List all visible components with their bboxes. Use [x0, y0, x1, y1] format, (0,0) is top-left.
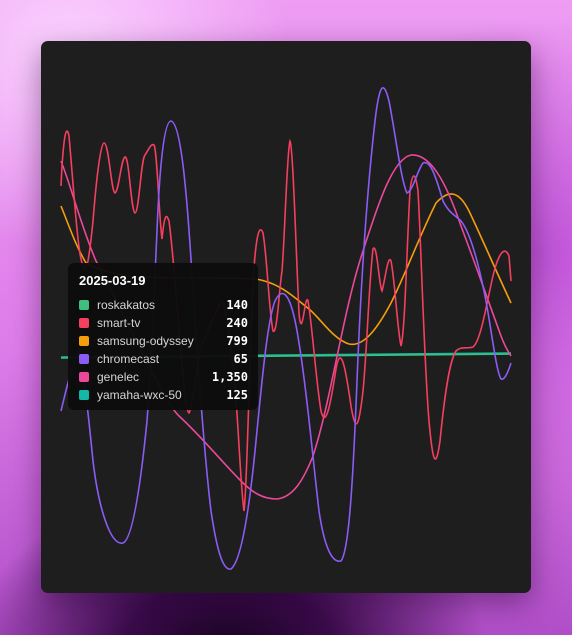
tooltip-row-yamaha-wxc-50: yamaha-wxc-50 125	[79, 386, 248, 404]
tooltip-row-roskakatos: roskakatos 140	[79, 296, 248, 314]
legend-swatch-smart-tv	[79, 318, 89, 328]
series-value: 125	[226, 388, 248, 402]
series-value: 1,350	[211, 370, 248, 384]
tooltip-row-smart-tv: smart-tv 240	[79, 314, 248, 332]
series-name: roskakatos	[97, 298, 156, 312]
series-value: 240	[226, 316, 248, 330]
series-name: genelec	[97, 370, 140, 384]
tooltip-row-genelec: genelec 1,350	[79, 368, 248, 386]
tooltip-row-samsung-odyssey: samsung-odyssey 799	[79, 332, 248, 350]
series-name: chromecast	[97, 352, 160, 366]
tooltip-date: 2025-03-19	[79, 273, 146, 288]
series-value: 799	[226, 334, 248, 348]
legend-swatch-genelec	[79, 372, 89, 382]
chart-card: 2025-03-19 roskakatos 140 smart-tv 240 s…	[41, 41, 531, 593]
legend-swatch-yamaha-wxc-50	[79, 390, 89, 400]
series-name: smart-tv	[97, 316, 141, 330]
legend-swatch-samsung-odyssey	[79, 336, 89, 346]
series-name: yamaha-wxc-50	[97, 388, 182, 402]
tooltip-row-chromecast: chromecast 65	[79, 350, 248, 368]
series-value: 140	[226, 298, 248, 312]
series-value: 65	[233, 352, 248, 366]
tooltip: 2025-03-19 roskakatos 140 smart-tv 240 s…	[68, 263, 258, 410]
series-line-smart-tv	[60, 130, 512, 512]
legend-swatch-chromecast	[79, 354, 89, 364]
series-name: samsung-odyssey	[97, 334, 194, 348]
legend-swatch-roskakatos	[79, 300, 89, 310]
